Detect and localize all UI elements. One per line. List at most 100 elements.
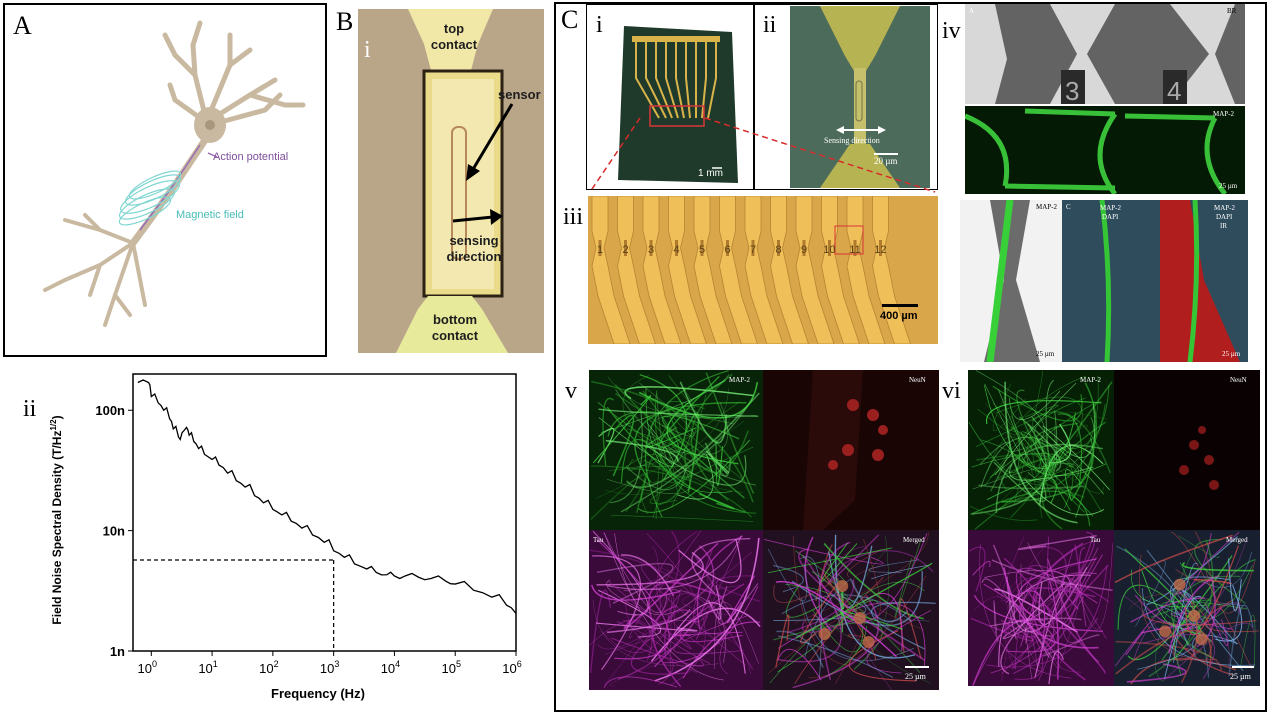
x-tick-label: 102 (259, 659, 278, 676)
x-tick-label: 104 (381, 659, 400, 676)
iv-mdi-l1: MAP-2 (1214, 204, 1236, 212)
sensing-line2: direction (446, 249, 502, 264)
iv-map2-label: MAP-2 (1213, 110, 1235, 118)
vi-map2: MAP-2 (968, 370, 1114, 530)
sensing-direction-caption: Sensing direction (824, 136, 880, 145)
v-map2-label: MAP-2 (729, 376, 751, 384)
action-potential-label: Action potential (213, 151, 289, 163)
vi-merged-label: Merged (1226, 536, 1248, 544)
iv-dapi-l1: MAP-2 (1100, 204, 1122, 212)
top-contact-line1: top (443, 21, 465, 36)
sensor-micrograph: i top contact sensor sensing direction b… (358, 9, 544, 353)
bottom-contact-label: bottom contact (420, 312, 490, 344)
v-merged: Merged 25 µm (763, 530, 939, 690)
iv-c-label: C (1066, 203, 1071, 211)
electrode-number: 6 (724, 244, 731, 256)
x-tick-label: 101 (198, 659, 217, 676)
x-tick-label: 100 (138, 659, 157, 676)
chart-frame (132, 373, 517, 652)
vi-tau-label: Tau (1090, 536, 1101, 544)
y-tick-label: 1n (110, 644, 125, 659)
vi-neun: NeuN (1114, 370, 1260, 530)
iv-dapi-l2: DAPI (1102, 213, 1119, 221)
x-tick-label: 105 (441, 659, 460, 676)
panel-c-border (554, 2, 1267, 712)
electrode-number: 4 (673, 244, 680, 256)
iv-brightfield: A BR 3 4 (965, 4, 1245, 104)
y-tick-label: 100n (95, 403, 125, 418)
electrode-number: 8 (775, 244, 782, 256)
electrode-number: 11 (849, 244, 861, 256)
electrode-number: 7 (749, 244, 757, 256)
iv-map2-scale: 25 µm (1219, 182, 1238, 190)
top-contact-line2: contact (430, 37, 478, 52)
vi-neun-label: NeuN (1230, 376, 1247, 384)
x-tick-label: 106 (502, 659, 521, 676)
constriction-scale: 20 µm (874, 156, 898, 166)
iv-map2-dapi: C MAP-2 DAPI (1062, 200, 1160, 362)
electrode-number: 2 (622, 244, 629, 256)
panel-c-vi-sub: vi (942, 378, 961, 404)
electrode-scale-label: 400 µm (880, 310, 918, 322)
panel-c-ii-divider (753, 4, 755, 190)
panel-a-letter: A (13, 11, 32, 40)
v-tau: Tau (589, 530, 763, 690)
sensing-line1: sensing (449, 233, 499, 248)
panel-c-i-sub: i (596, 12, 603, 38)
panel-c-iii-sub: iii (563, 204, 584, 230)
panel-c-ii-sub: ii (763, 12, 777, 38)
v-neun-label: NeuN (909, 376, 926, 384)
bottom-contact-line1: bottom (432, 312, 478, 327)
panel-c-letter: C (561, 5, 579, 34)
v-merged-label: Merged (903, 536, 925, 544)
constriction-photo: Sensing direction 20 µm (790, 6, 930, 188)
neuron-illustration (43, 20, 306, 327)
chart-ylabel: Field Noise Spectral Density (T/Hz1/2) (49, 375, 64, 665)
x-tick-label: 103 (320, 659, 339, 676)
magnetic-field-label: Magnetic field (176, 209, 244, 221)
electrode-scale (882, 304, 918, 307)
panel-a: A (3, 3, 327, 357)
iv-map2-bw: MAP-2 25 µm (960, 200, 1062, 362)
iv-scale-right: 25 µm (1222, 350, 1241, 358)
y-tick-label: 10n (103, 524, 125, 539)
ylabel-close: ) (50, 415, 64, 420)
electrode-number: 9 (800, 244, 808, 256)
vi-merged: Merged 25 µm (1114, 530, 1260, 686)
panel-b: B i top contact sensor sensing direction… (336, 3, 550, 355)
iv-a-label: A (969, 7, 975, 15)
ylabel-text: Field Noise Spectral Density (T/Hz (50, 430, 64, 625)
sensing-direction-label: sensing direction (444, 233, 504, 265)
electrode-number: 3 (647, 244, 655, 256)
noise-chart-panel: ii 1n 10n 100n 100 101 102 103 104 105 106 Frequ… (3, 360, 551, 712)
top-contact-label: top contact (424, 21, 484, 53)
vi-scale-label: 25 µm (1230, 672, 1251, 681)
panel-b-letter: B (336, 7, 354, 36)
iv-br-label: BR (1227, 7, 1237, 15)
chart-xlabel: Frequency (Hz) (271, 686, 365, 701)
iv-map2-image: MAP-2 25 µm (965, 106, 1245, 194)
vi-tau: Tau (968, 530, 1114, 686)
panel-b-sub: i (364, 37, 371, 63)
electrode-number: 5 (698, 244, 706, 256)
chart-sub: ii (23, 396, 37, 422)
v-scale-label: 25 µm (905, 672, 926, 681)
v-tau-label: Tau (593, 536, 604, 544)
panel-c-v-sub: v (565, 378, 577, 404)
bottom-contact-line2: contact (431, 328, 479, 343)
iv-mdi-l3: IR (1220, 222, 1227, 230)
electrode-number: 12 (874, 244, 887, 256)
panel-c-iv-sub: iv (942, 18, 961, 44)
chip-photo: 1 mm (614, 18, 742, 188)
iv-scale-left: 25 µm (1036, 350, 1055, 358)
sensor-label: sensor (498, 87, 541, 102)
electrode-array-photo: 1 2 3 4 5 6 7 8 9 10 11 12 400 µm (588, 196, 938, 344)
iv-num-4: 4 (1167, 76, 1182, 104)
ylabel-sup: 1/2 (49, 419, 58, 431)
noise-spectral-density-chart: 1n 10n 100n 100 101 102 103 104 105 106 (95, 373, 522, 676)
v-map2: MAP-2 (589, 370, 763, 530)
chip-scale: 1 mm (698, 168, 723, 179)
iv-map2-dapi-ir: MAP-2 DAPI IR 25 µm (1160, 200, 1248, 362)
vi-scale-bar (1232, 666, 1254, 668)
electrode-number: 10 (823, 244, 836, 256)
